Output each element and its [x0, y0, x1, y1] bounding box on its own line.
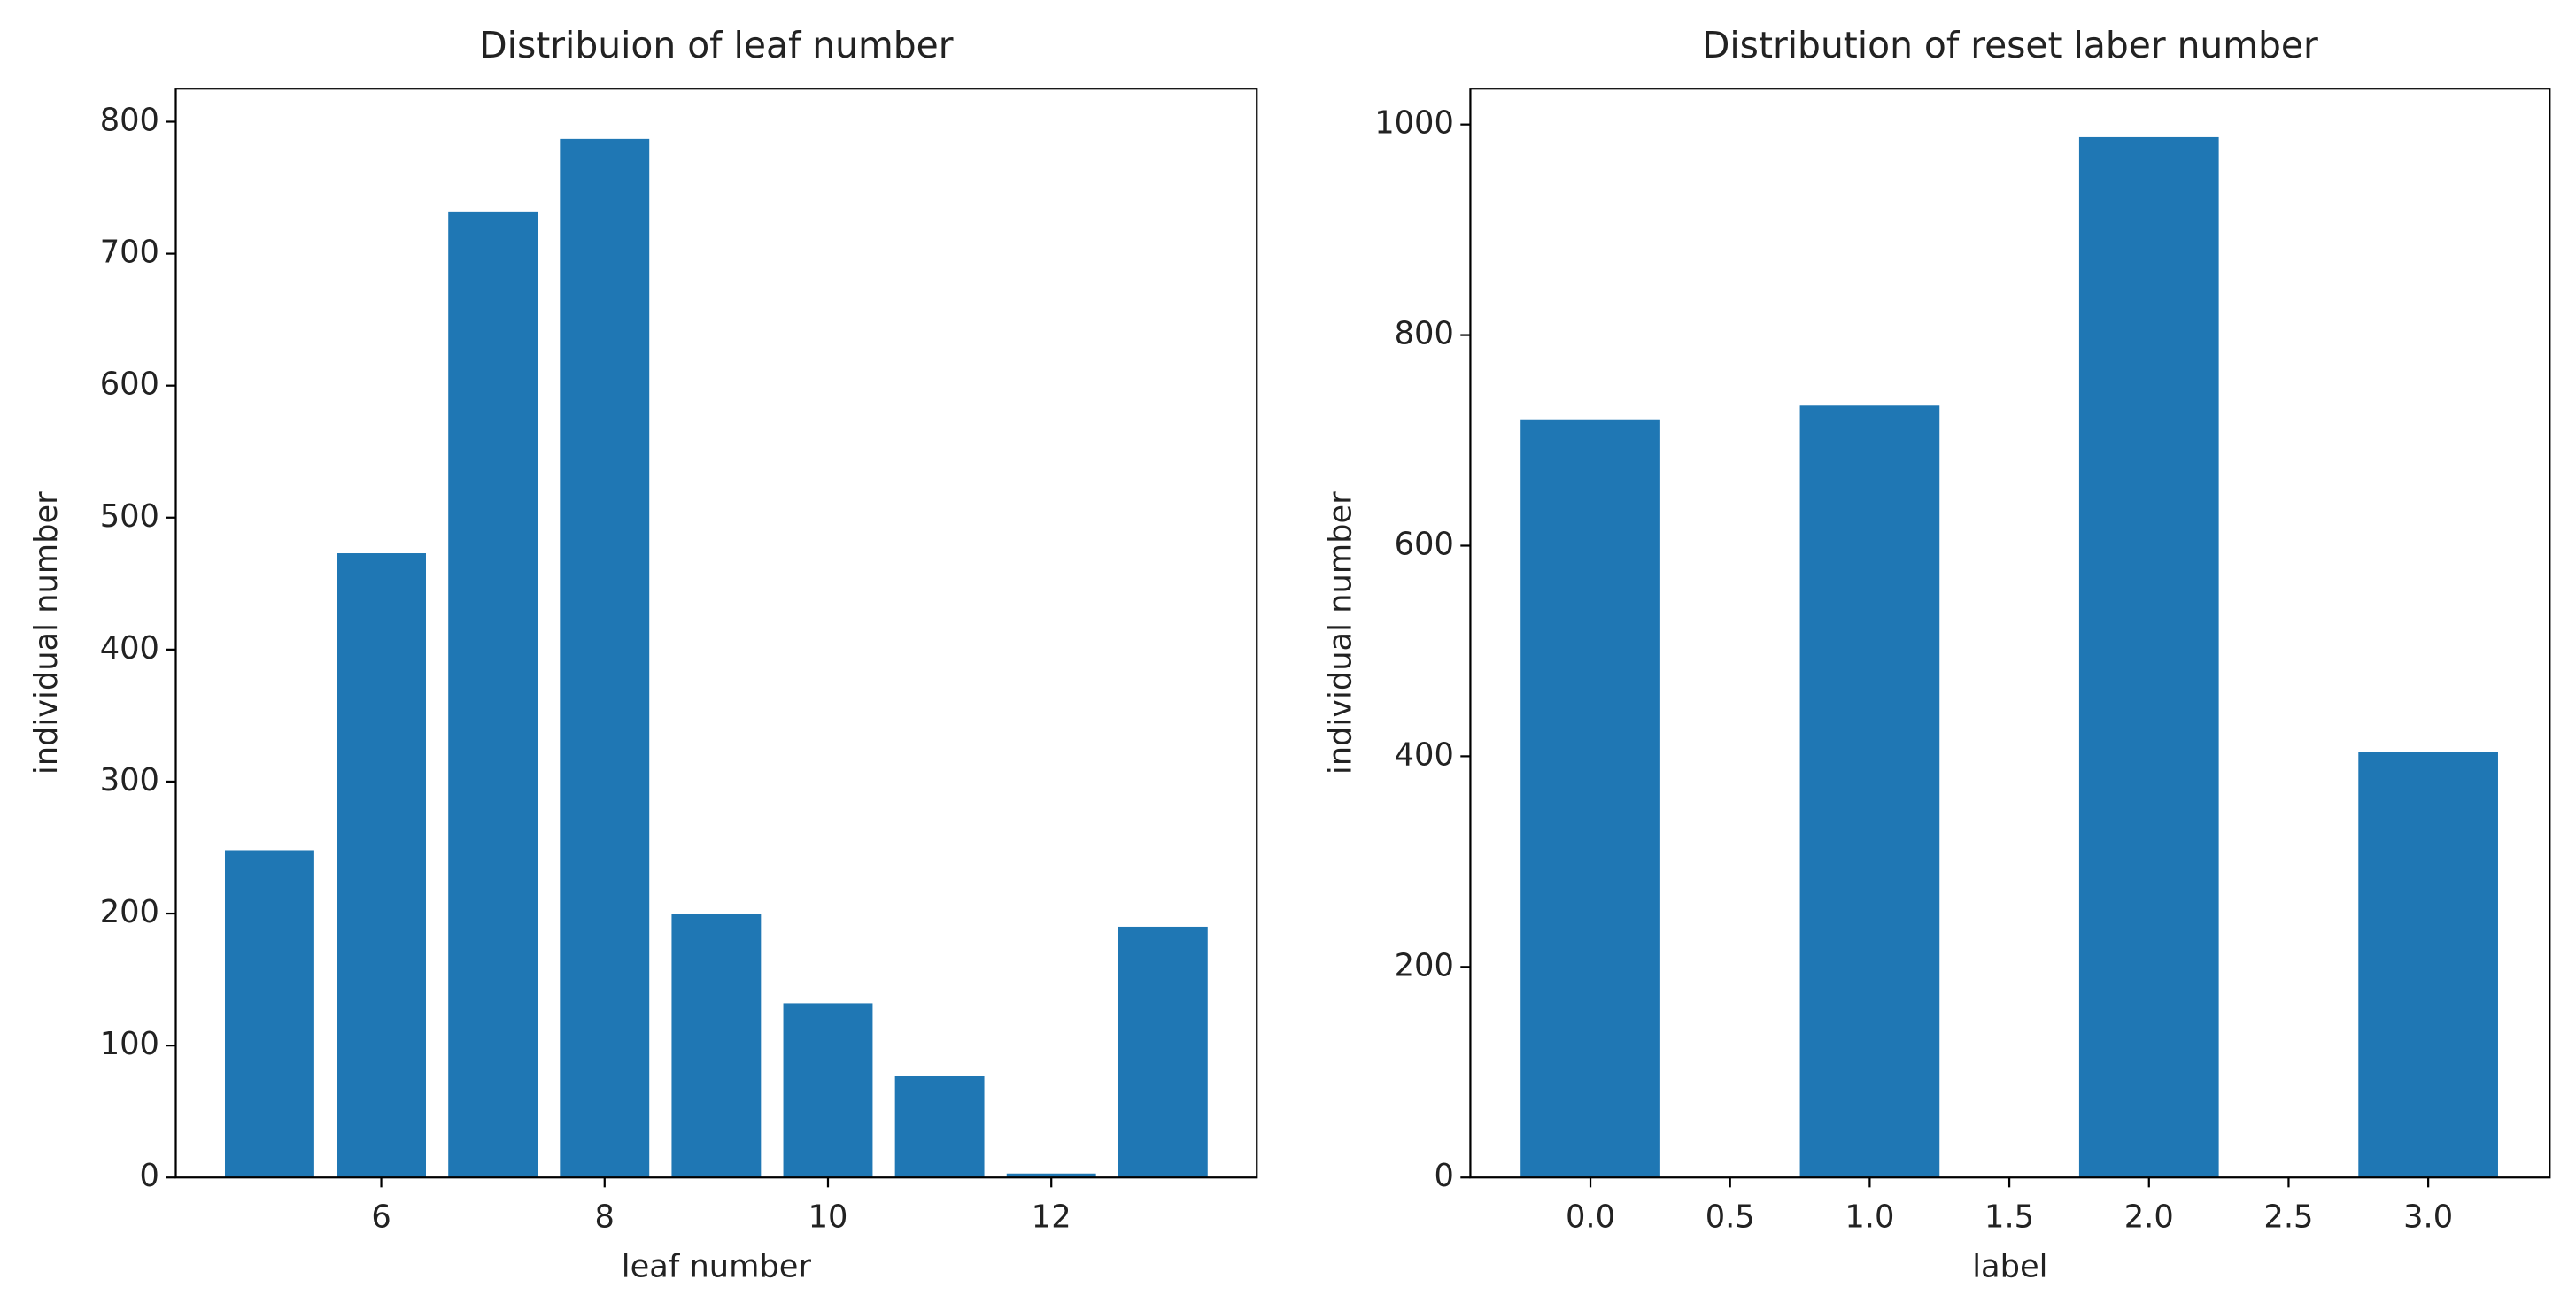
- bar: [337, 553, 426, 1178]
- x-tick-label: 8: [595, 1199, 615, 1236]
- y-tick-label: 400: [1395, 736, 1454, 773]
- bar: [894, 1076, 985, 1178]
- bar: [1006, 1173, 1096, 1178]
- y-tick-label: 100: [100, 1026, 159, 1062]
- y-tick-label: 200: [100, 894, 159, 930]
- x-tick-label: 2.5: [2263, 1199, 2313, 1236]
- bar: [2358, 752, 2498, 1178]
- y-tick-label: 800: [100, 102, 159, 138]
- chart-title: Distribution of reset laber number: [1702, 24, 2318, 66]
- x-tick-label: 3.0: [2403, 1199, 2453, 1236]
- y-tick-label: 400: [100, 630, 159, 667]
- bar: [560, 138, 650, 1178]
- y-tick-label: 500: [100, 498, 159, 535]
- y-tick-label: 1000: [1374, 105, 1454, 142]
- x-tick-label: 0.0: [1566, 1199, 1615, 1236]
- bar: [224, 850, 314, 1178]
- bar: [448, 211, 538, 1178]
- bar: [2078, 136, 2219, 1178]
- chart-title: Distribuion of leaf number: [479, 24, 953, 66]
- plot-frame: [174, 88, 1258, 1179]
- y-axis-label: individual number: [28, 491, 65, 775]
- y-tick-label: 0: [140, 1158, 159, 1194]
- x-tick-label: 10: [808, 1199, 848, 1236]
- x-tick-label: 1.0: [1845, 1199, 1894, 1236]
- x-tick-label: 0.5: [1706, 1199, 1755, 1236]
- x-tick-label: 12: [1032, 1199, 1071, 1236]
- x-axis-label: leaf number: [622, 1248, 812, 1284]
- y-tick-label: 800: [1395, 316, 1454, 352]
- y-tick-label: 700: [100, 235, 159, 271]
- y-tick-label: 600: [1395, 526, 1454, 562]
- x-tick-label: 6: [371, 1199, 391, 1236]
- y-tick-label: 0: [1434, 1158, 1453, 1194]
- bar: [1799, 405, 1940, 1178]
- y-axis-label: individual number: [1323, 491, 1359, 775]
- x-axis-label: label: [1972, 1248, 2047, 1284]
- bar: [783, 1003, 873, 1178]
- x-tick-label: 2.0: [2124, 1199, 2174, 1236]
- y-tick-label: 200: [1395, 947, 1454, 983]
- x-tick-label: 1.5: [1984, 1199, 2034, 1236]
- bar: [1520, 419, 1660, 1178]
- y-tick-label: 300: [100, 762, 159, 798]
- bar: [671, 914, 762, 1178]
- bar: [1118, 926, 1208, 1178]
- y-tick-label: 600: [100, 366, 159, 403]
